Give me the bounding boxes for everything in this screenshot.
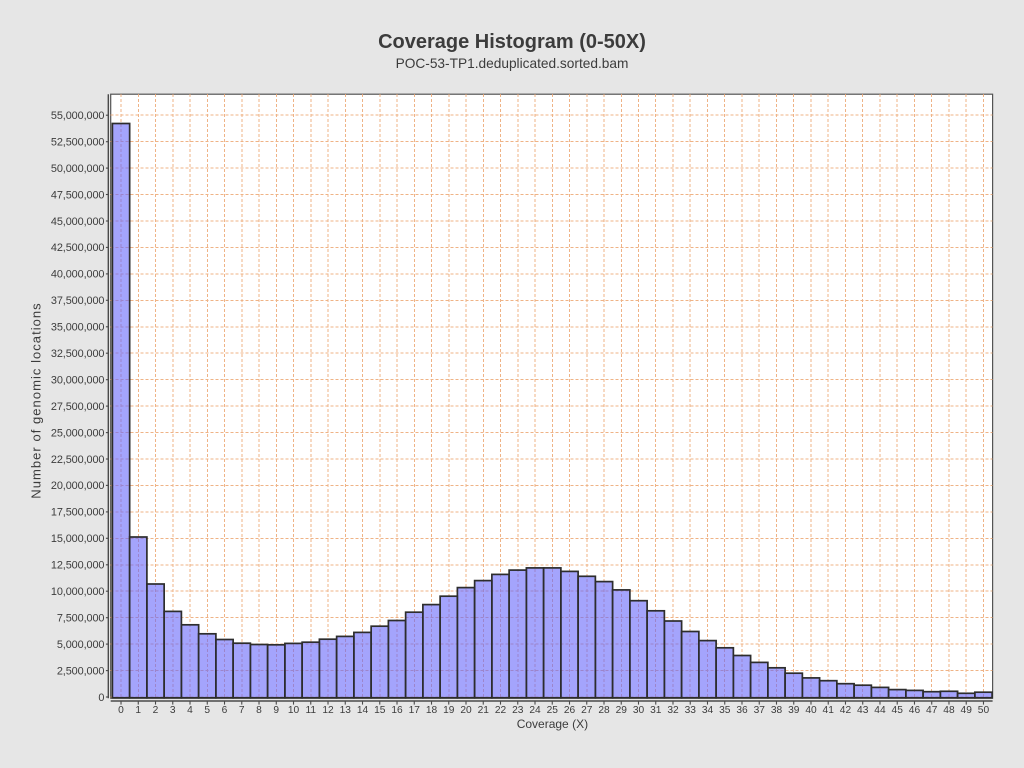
svg-text:46: 46 [909,705,921,716]
svg-text:13: 13 [340,705,352,716]
svg-text:38: 38 [771,705,783,716]
svg-text:4: 4 [187,705,193,716]
svg-text:12: 12 [322,705,334,716]
svg-text:42: 42 [840,705,852,716]
svg-text:23: 23 [512,705,524,716]
svg-text:0: 0 [98,692,104,704]
svg-text:31: 31 [650,705,662,716]
svg-text:55,000,000: 55,000,000 [51,110,105,122]
svg-text:25: 25 [547,705,559,716]
svg-text:34: 34 [702,705,714,716]
svg-text:19: 19 [443,705,455,716]
svg-text:47: 47 [926,705,938,716]
svg-text:52,500,000: 52,500,000 [51,137,105,149]
svg-text:16: 16 [391,705,403,716]
svg-text:33: 33 [685,705,697,716]
svg-text:27,500,000: 27,500,000 [51,401,105,413]
svg-text:22: 22 [495,705,507,716]
svg-text:42,500,000: 42,500,000 [51,242,105,254]
svg-text:20,000,000: 20,000,000 [51,480,105,492]
svg-text:7: 7 [239,705,245,716]
svg-text:2: 2 [153,705,159,716]
svg-text:48: 48 [943,705,955,716]
svg-text:39: 39 [788,705,800,716]
svg-text:30: 30 [633,705,645,716]
svg-text:Coverage Histogram (0-50X): Coverage Histogram (0-50X) [378,31,646,53]
svg-text:44: 44 [874,705,886,716]
svg-text:Number of genomic locations: Number of genomic locations [29,303,44,499]
svg-text:POC-53-TP1.deduplicated.sorted: POC-53-TP1.deduplicated.sorted.bam [396,56,629,71]
svg-text:5: 5 [204,705,210,716]
svg-text:40: 40 [805,705,817,716]
svg-text:35,000,000: 35,000,000 [51,322,105,334]
svg-text:32,500,000: 32,500,000 [51,348,105,360]
svg-text:Coverage (X): Coverage (X) [517,717,588,731]
svg-text:28: 28 [598,705,610,716]
svg-text:5,000,000: 5,000,000 [57,639,105,651]
svg-text:22,500,000: 22,500,000 [51,454,105,466]
svg-text:49: 49 [961,705,973,716]
svg-text:43: 43 [857,705,869,716]
svg-text:45: 45 [892,705,904,716]
svg-text:15,000,000: 15,000,000 [51,533,105,545]
svg-text:6: 6 [222,705,228,716]
svg-text:17: 17 [409,705,421,716]
svg-text:14: 14 [357,705,369,716]
svg-text:35: 35 [719,705,731,716]
svg-text:41: 41 [823,705,835,716]
svg-text:10,000,000: 10,000,000 [51,586,105,598]
svg-text:37: 37 [754,705,766,716]
svg-text:10: 10 [288,705,300,716]
svg-text:21: 21 [478,705,490,716]
svg-text:40,000,000: 40,000,000 [51,269,105,281]
svg-text:32: 32 [667,705,679,716]
svg-text:20: 20 [460,705,472,716]
svg-text:29: 29 [616,705,628,716]
svg-text:15: 15 [374,705,386,716]
svg-text:9: 9 [273,705,279,716]
svg-text:27: 27 [581,705,593,716]
svg-text:11: 11 [305,705,316,716]
svg-text:50,000,000: 50,000,000 [51,163,105,175]
svg-text:8: 8 [256,705,262,716]
svg-text:12,500,000: 12,500,000 [51,560,105,572]
svg-text:24: 24 [529,705,541,716]
svg-text:47,500,000: 47,500,000 [51,189,105,201]
svg-text:2,500,000: 2,500,000 [57,665,105,677]
svg-text:7,500,000: 7,500,000 [57,613,105,625]
svg-text:45,000,000: 45,000,000 [51,216,105,228]
svg-text:26: 26 [564,705,576,716]
svg-text:37,500,000: 37,500,000 [51,295,105,307]
svg-text:0: 0 [118,705,124,716]
svg-text:30,000,000: 30,000,000 [51,375,105,387]
svg-text:25,000,000: 25,000,000 [51,427,105,439]
svg-text:17,500,000: 17,500,000 [51,507,105,519]
svg-text:1: 1 [135,705,141,716]
svg-text:50: 50 [978,705,990,716]
svg-text:3: 3 [170,705,176,716]
svg-text:36: 36 [736,705,748,716]
svg-text:18: 18 [426,705,438,716]
